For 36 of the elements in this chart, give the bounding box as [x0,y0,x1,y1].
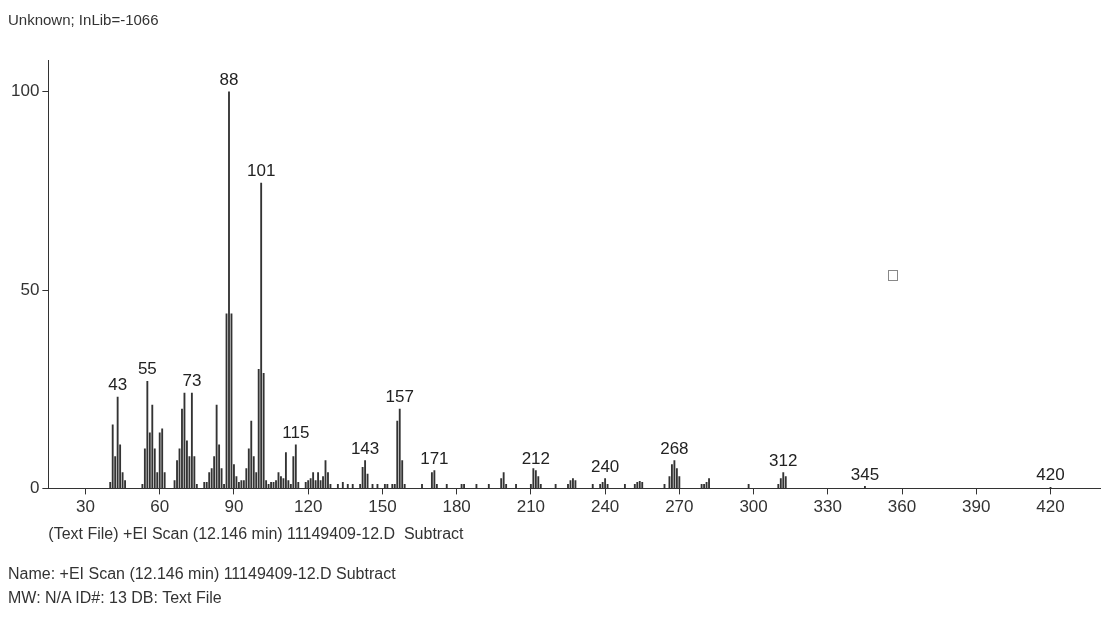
x-tick-label: 120 [293,497,323,517]
x-tick-label: 150 [368,497,397,517]
y-tick-label: 50 [20,279,40,299]
annotation: 143 [350,438,380,458]
annotation: 55 [137,359,157,379]
y-tick-label: 100 [10,81,40,101]
x-tick-label: 210 [516,497,546,517]
annotation: 101 [246,161,276,181]
x-tick-label: 180 [442,497,471,517]
x-tick-label: 420 [1036,497,1065,517]
x-axis-title: (Text File) +EI Scan (12.146 min) 11149409-12.D Subtract [48,524,465,542]
annotation: 268 [660,438,689,458]
y-tick-label: 0 [29,478,40,498]
x-tick-label: 330 [813,497,842,517]
annotation: 345 [850,464,880,484]
x-tick-label: 30 [76,497,95,517]
annotation: 43 [108,375,128,395]
text: MW: N/A ID#: 13 DB: Text File [8,588,223,608]
annotation: 240 [590,456,620,476]
annotation: 157 [385,387,414,407]
annotation: 171 [420,448,449,468]
annotation: 73 [182,371,202,391]
annotation: 115 [282,422,310,442]
x-tick-label: 90 [224,497,244,517]
x-tick-label: 360 [887,497,917,517]
annotation: 312 [769,450,798,470]
annotation: 420 [1036,465,1065,485]
x-tick-label: 60 [150,497,170,517]
text: Name: +EI Scan (12.146 min) 11149409-12.D Subtract [8,564,397,584]
annotation: 212 [521,448,551,468]
x-tick-label: 390 [962,497,991,517]
x-tick-label: 300 [739,497,768,517]
annotation: 88 [219,69,239,89]
chart-title: Unknown; InLib=-1066 [8,11,159,29]
x-tick-label: 270 [665,497,694,517]
x-tick-label: 240 [590,497,620,517]
